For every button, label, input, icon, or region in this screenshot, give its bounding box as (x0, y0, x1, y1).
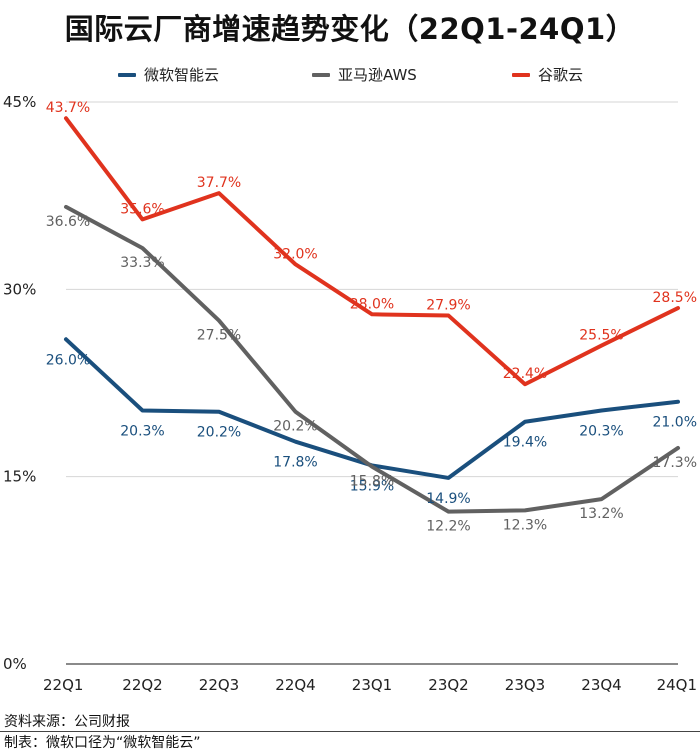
data-label: 12.3% (503, 517, 547, 533)
x-tick-label: 22Q4 (275, 676, 315, 694)
data-label: 43.7% (46, 100, 90, 116)
x-tick-label: 24Q1 (657, 676, 697, 694)
y-tick-label: 15% (3, 468, 36, 486)
source-note: 资料来源：公司财报 (4, 714, 130, 730)
legend-label-microsoft: 微软智能云 (144, 66, 220, 84)
legend-swatch-aws (312, 72, 330, 77)
x-tick-label: 22Q1 (43, 676, 83, 694)
legend-swatch-google (512, 72, 530, 77)
y-tick-label: 0% (3, 655, 27, 673)
legend-item-aws: 亚马逊AWS (312, 64, 417, 85)
y-tick-label: 45% (3, 93, 36, 111)
data-label: 20.2% (273, 419, 317, 435)
data-label: 28.5% (653, 290, 697, 306)
x-tick-label: 22Q2 (122, 676, 162, 694)
legend-label-google: 谷歌云 (538, 66, 584, 84)
data-label: 28.0% (350, 296, 394, 312)
data-label: 20.3% (579, 423, 623, 439)
data-label: 17.8% (273, 455, 317, 471)
data-label: 21.0% (653, 415, 697, 431)
legend-item-google: 谷歌云 (512, 64, 583, 85)
legend: 微软智能云 亚马逊AWS 谷歌云 (0, 64, 700, 88)
data-label: 17.3% (653, 455, 697, 471)
footer-divider (0, 731, 700, 732)
y-tick-label: 30% (3, 280, 36, 298)
series-line-2 (64, 116, 680, 387)
data-label: 15.9% (350, 478, 394, 494)
data-label: 15.8% (350, 474, 394, 490)
x-tick-label: 23Q3 (505, 676, 545, 694)
series-line-1 (64, 204, 680, 514)
data-label: 27.5% (197, 328, 241, 344)
data-label: 19.4% (503, 435, 547, 451)
table-note: 制表：微软口径为“微软智能云” (4, 735, 201, 751)
x-tick-label: 22Q3 (199, 676, 239, 694)
data-label: 35.6% (120, 201, 164, 217)
data-label: 37.7% (197, 175, 241, 191)
series-line-0 (64, 337, 680, 480)
legend-swatch-microsoft (118, 72, 136, 77)
x-tick-label: 23Q2 (428, 676, 468, 694)
data-label: 36.6% (46, 214, 90, 230)
data-label: 13.2% (579, 506, 623, 522)
data-label: 12.2% (426, 519, 470, 535)
data-label: 27.9% (426, 298, 470, 314)
data-label: 25.5% (579, 328, 623, 344)
legend-item-microsoft: 微软智能云 (118, 64, 219, 85)
data-label: 20.2% (197, 425, 241, 441)
chart-title: 国际云厂商增速趋势变化（22Q1-24Q1） (64, 12, 636, 46)
data-label: 20.3% (120, 423, 164, 439)
x-tick-label: 23Q4 (581, 676, 621, 694)
data-label: 32.0% (273, 246, 317, 262)
x-tick-label: 23Q1 (352, 676, 392, 694)
data-label: 33.3% (120, 255, 164, 271)
data-label: 14.9% (426, 491, 470, 507)
data-label: 22.4% (503, 366, 547, 382)
legend-label-aws: 亚马逊AWS (338, 66, 417, 84)
data-label: 26.0% (46, 352, 90, 368)
